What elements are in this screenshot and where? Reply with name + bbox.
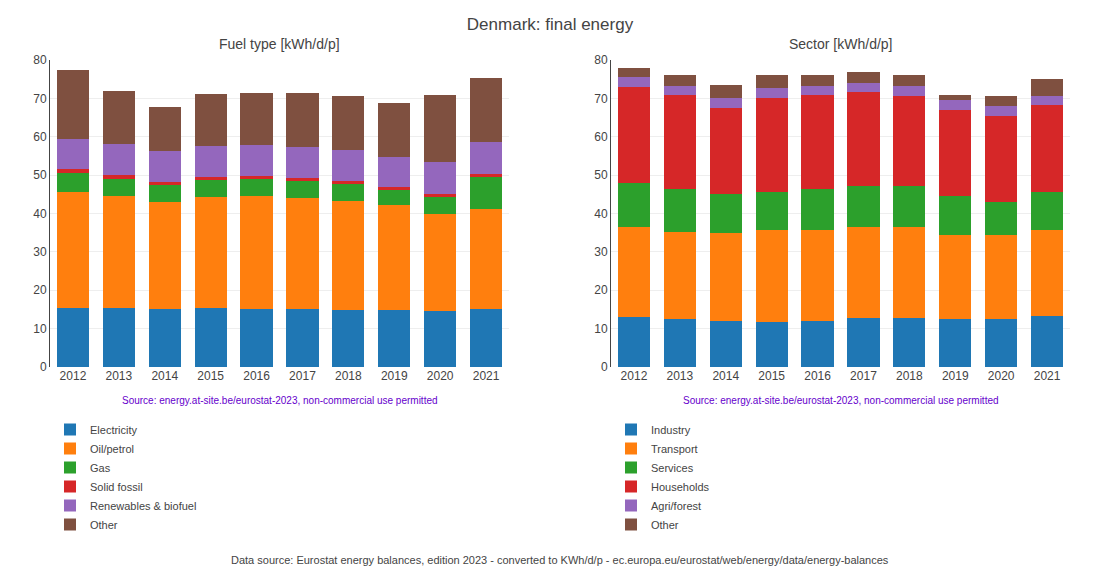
svg-text:40: 40 <box>594 207 608 221</box>
svg-text:Solid fossil: Solid fossil <box>90 481 143 493</box>
svg-text:2016: 2016 <box>804 369 831 383</box>
svg-text:2019: 2019 <box>381 369 408 383</box>
svg-text:Source: energy.at-site.be/euro: Source: energy.at-site.be/eurostat-2023,… <box>683 395 999 406</box>
svg-text:80: 80 <box>594 53 608 67</box>
svg-text:2020: 2020 <box>988 369 1015 383</box>
svg-text:40: 40 <box>33 207 47 221</box>
svg-text:30: 30 <box>33 245 47 259</box>
svg-text:2019: 2019 <box>942 369 969 383</box>
svg-text:Fuel type [kWh/d/p]: Fuel type [kWh/d/p] <box>219 36 340 52</box>
svg-text:70: 70 <box>33 92 47 106</box>
svg-text:0: 0 <box>601 360 608 374</box>
svg-text:Data source: Eurostat energy b: Data source: Eurostat energy balances, e… <box>231 554 889 566</box>
svg-text:2013: 2013 <box>666 369 693 383</box>
svg-text:2021: 2021 <box>1034 369 1061 383</box>
svg-text:2015: 2015 <box>197 369 224 383</box>
svg-text:2013: 2013 <box>105 369 132 383</box>
svg-text:Electricity: Electricity <box>90 424 138 436</box>
svg-text:50: 50 <box>594 168 608 182</box>
svg-text:Denmark: final energy: Denmark: final energy <box>467 15 634 34</box>
svg-text:Sector [kWh/d/p]: Sector [kWh/d/p] <box>789 36 892 52</box>
svg-text:Other: Other <box>651 519 679 531</box>
svg-text:2014: 2014 <box>712 369 739 383</box>
svg-text:20: 20 <box>594 283 608 297</box>
svg-text:Agri/forest: Agri/forest <box>651 500 701 512</box>
svg-text:60: 60 <box>33 130 47 144</box>
svg-text:Source: energy.at-site.be/euro: Source: energy.at-site.be/eurostat-2023,… <box>122 395 438 406</box>
svg-text:10: 10 <box>33 322 47 336</box>
svg-text:Other: Other <box>90 519 118 531</box>
svg-text:2012: 2012 <box>621 369 648 383</box>
svg-text:70: 70 <box>594 92 608 106</box>
svg-text:80: 80 <box>33 53 47 67</box>
svg-text:2014: 2014 <box>151 369 178 383</box>
svg-text:20: 20 <box>33 283 47 297</box>
svg-text:50: 50 <box>33 168 47 182</box>
svg-text:2020: 2020 <box>427 369 454 383</box>
svg-text:30: 30 <box>594 245 608 259</box>
svg-text:Gas: Gas <box>90 462 111 474</box>
svg-text:2017: 2017 <box>850 369 877 383</box>
svg-text:2015: 2015 <box>758 369 785 383</box>
svg-text:60: 60 <box>594 130 608 144</box>
svg-text:2016: 2016 <box>243 369 270 383</box>
svg-text:2018: 2018 <box>896 369 923 383</box>
svg-text:2021: 2021 <box>473 369 500 383</box>
svg-text:Services: Services <box>651 462 694 474</box>
svg-text:2012: 2012 <box>60 369 87 383</box>
svg-text:2018: 2018 <box>335 369 362 383</box>
svg-text:Oil/petrol: Oil/petrol <box>90 443 134 455</box>
svg-text:10: 10 <box>594 322 608 336</box>
svg-text:Industry: Industry <box>651 424 691 436</box>
svg-text:0: 0 <box>40 360 47 374</box>
svg-text:2017: 2017 <box>289 369 316 383</box>
svg-text:Households: Households <box>651 481 710 493</box>
svg-text:Renewables & biofuel: Renewables & biofuel <box>90 500 196 512</box>
svg-text:Transport: Transport <box>651 443 698 455</box>
